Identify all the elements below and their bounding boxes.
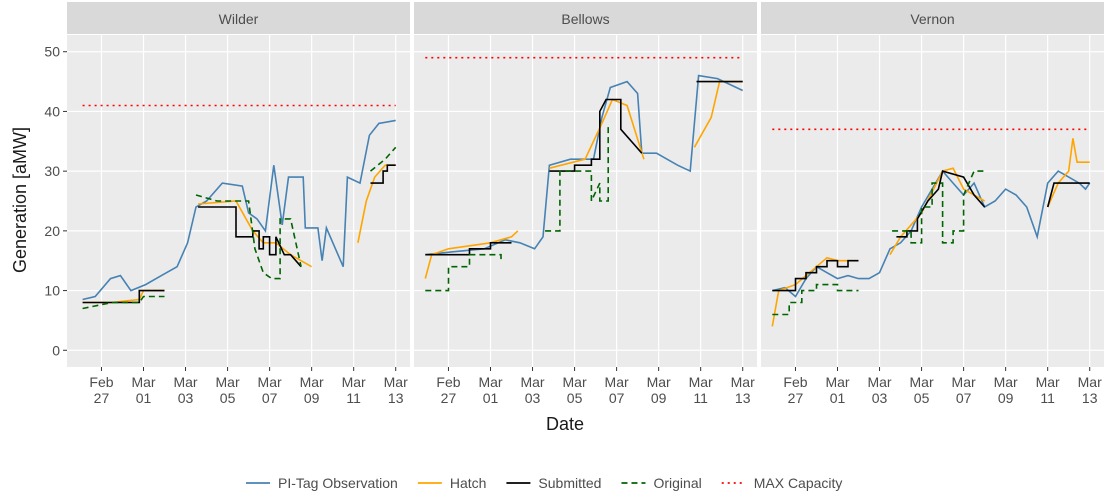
strip-label: Vernon <box>910 11 954 27</box>
strip <box>67 2 410 34</box>
y-tick-label: 30 <box>44 163 60 179</box>
legend-label: Original <box>653 475 701 491</box>
x-tick-label: Feb 27 <box>783 374 807 406</box>
x-tick-label: Mar 03 <box>173 374 197 406</box>
series-line <box>82 146 397 310</box>
x-tick-label: Mar 13 <box>384 374 408 406</box>
series-line <box>82 164 396 304</box>
y-tick-label: 50 <box>44 44 60 60</box>
x-tick-label: Mar 01 <box>478 374 502 406</box>
x-tick-label: Mar 07 <box>605 374 629 406</box>
x-axis-title: Date <box>546 414 584 434</box>
x-tick-label: Mar 09 <box>994 374 1018 406</box>
strip <box>414 2 757 34</box>
x-tick-label: Mar 13 <box>1078 374 1102 406</box>
x-tick-label: Mar 13 <box>731 374 755 406</box>
strip <box>761 2 1104 34</box>
series-line <box>772 170 1090 292</box>
y-tick-label: 20 <box>44 223 60 239</box>
x-tick-label: Mar 09 <box>300 374 324 406</box>
legend-label: Submitted <box>538 475 601 491</box>
series-line <box>425 80 743 256</box>
legend-label: PI-Tag Observation <box>278 475 398 491</box>
x-tick-label: Mar 03 <box>520 374 544 406</box>
panel-background <box>414 35 757 367</box>
x-tick-label: Mar 07 <box>952 374 976 406</box>
x-tick-label: Mar 11 <box>1036 374 1060 406</box>
x-tick-label: Mar 01 <box>825 374 849 406</box>
strip-label: Wilder <box>219 11 259 27</box>
series-line <box>425 74 744 256</box>
x-tick-label: Mar 05 <box>216 374 240 406</box>
y-tick-label: 10 <box>44 283 60 299</box>
x-tick-label: Mar 05 <box>563 374 587 406</box>
legend-label: MAX Capacity <box>754 475 843 491</box>
y-tick-label: 40 <box>44 103 60 119</box>
legend-label: Hatch <box>450 475 487 491</box>
series-line <box>82 119 396 301</box>
series-line <box>425 123 609 292</box>
strip-label: Bellows <box>561 11 609 27</box>
series-line <box>772 170 985 316</box>
x-tick-label: Mar 11 <box>342 374 366 406</box>
x-tick-label: Mar 11 <box>689 374 713 406</box>
x-tick-label: Mar 03 <box>867 374 891 406</box>
x-tick-label: Mar 09 <box>647 374 671 406</box>
x-tick-label: Feb 27 <box>436 374 460 406</box>
y-tick-label: 0 <box>52 342 60 358</box>
x-tick-label: Mar 07 <box>258 374 282 406</box>
x-tick-label: Mar 01 <box>131 374 155 406</box>
y-axis-title: Generation [aMW] <box>10 127 30 273</box>
x-tick-label: Feb 27 <box>89 374 113 406</box>
x-tick-label: Mar 05 <box>910 374 934 406</box>
